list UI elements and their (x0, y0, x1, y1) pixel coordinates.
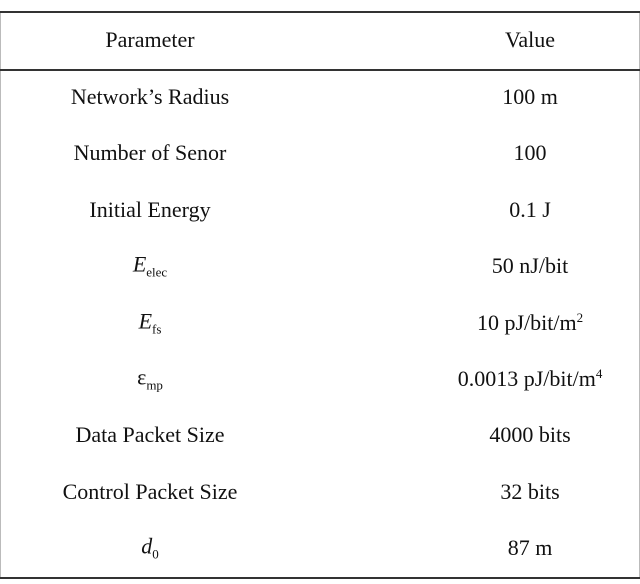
top-rule (0, 11, 640, 13)
table-cell: 100 m (502, 84, 558, 109)
table-cell: 0.1 J (509, 196, 551, 222)
table-cell: Data Packet Size (75, 422, 225, 448)
table-cell: Initial Energy (89, 196, 211, 222)
cell-text: 0.0013 pJ/bit/m (457, 366, 596, 392)
cell-text: d (141, 533, 153, 559)
subscript: 0 (152, 546, 159, 562)
table-cell: εmp (137, 364, 163, 393)
table-cell: 10 pJ/bit/m2 (477, 309, 583, 335)
header-cell: Parameter (105, 27, 195, 52)
table-cell: d0 (141, 533, 159, 562)
table-cell: 50 nJ/bit (491, 253, 569, 279)
table-cell: 100 (513, 140, 547, 166)
table-cell: Network’s Radius (70, 84, 230, 109)
superscript: 2 (576, 309, 584, 325)
table-cell: 0.0013 pJ/bit/m4 (458, 366, 603, 392)
border (0, 12, 1, 578)
subscript: mp (146, 377, 163, 393)
table-cell: 4000 bits (489, 422, 571, 448)
table-cell: Control Packet Size (62, 478, 238, 504)
cell-text: ε (137, 364, 147, 390)
table-cell: 32 bits (500, 478, 560, 504)
cell-text: 10 pJ/bit/m (476, 309, 577, 335)
table-cell: Eelec (133, 251, 167, 280)
header-cell: Value (504, 27, 556, 52)
table-cell: Number of Senor (73, 140, 227, 166)
cell-text: E (132, 251, 147, 277)
subscript: elec (146, 264, 168, 280)
table-cell: Efs (139, 308, 162, 337)
superscript: 4 (595, 365, 603, 381)
subscript: fs (152, 321, 162, 337)
header-rule (0, 69, 640, 71)
bottom-rule (0, 577, 640, 579)
table-cell: 87 m (507, 535, 553, 561)
cell-text: E (138, 307, 153, 333)
